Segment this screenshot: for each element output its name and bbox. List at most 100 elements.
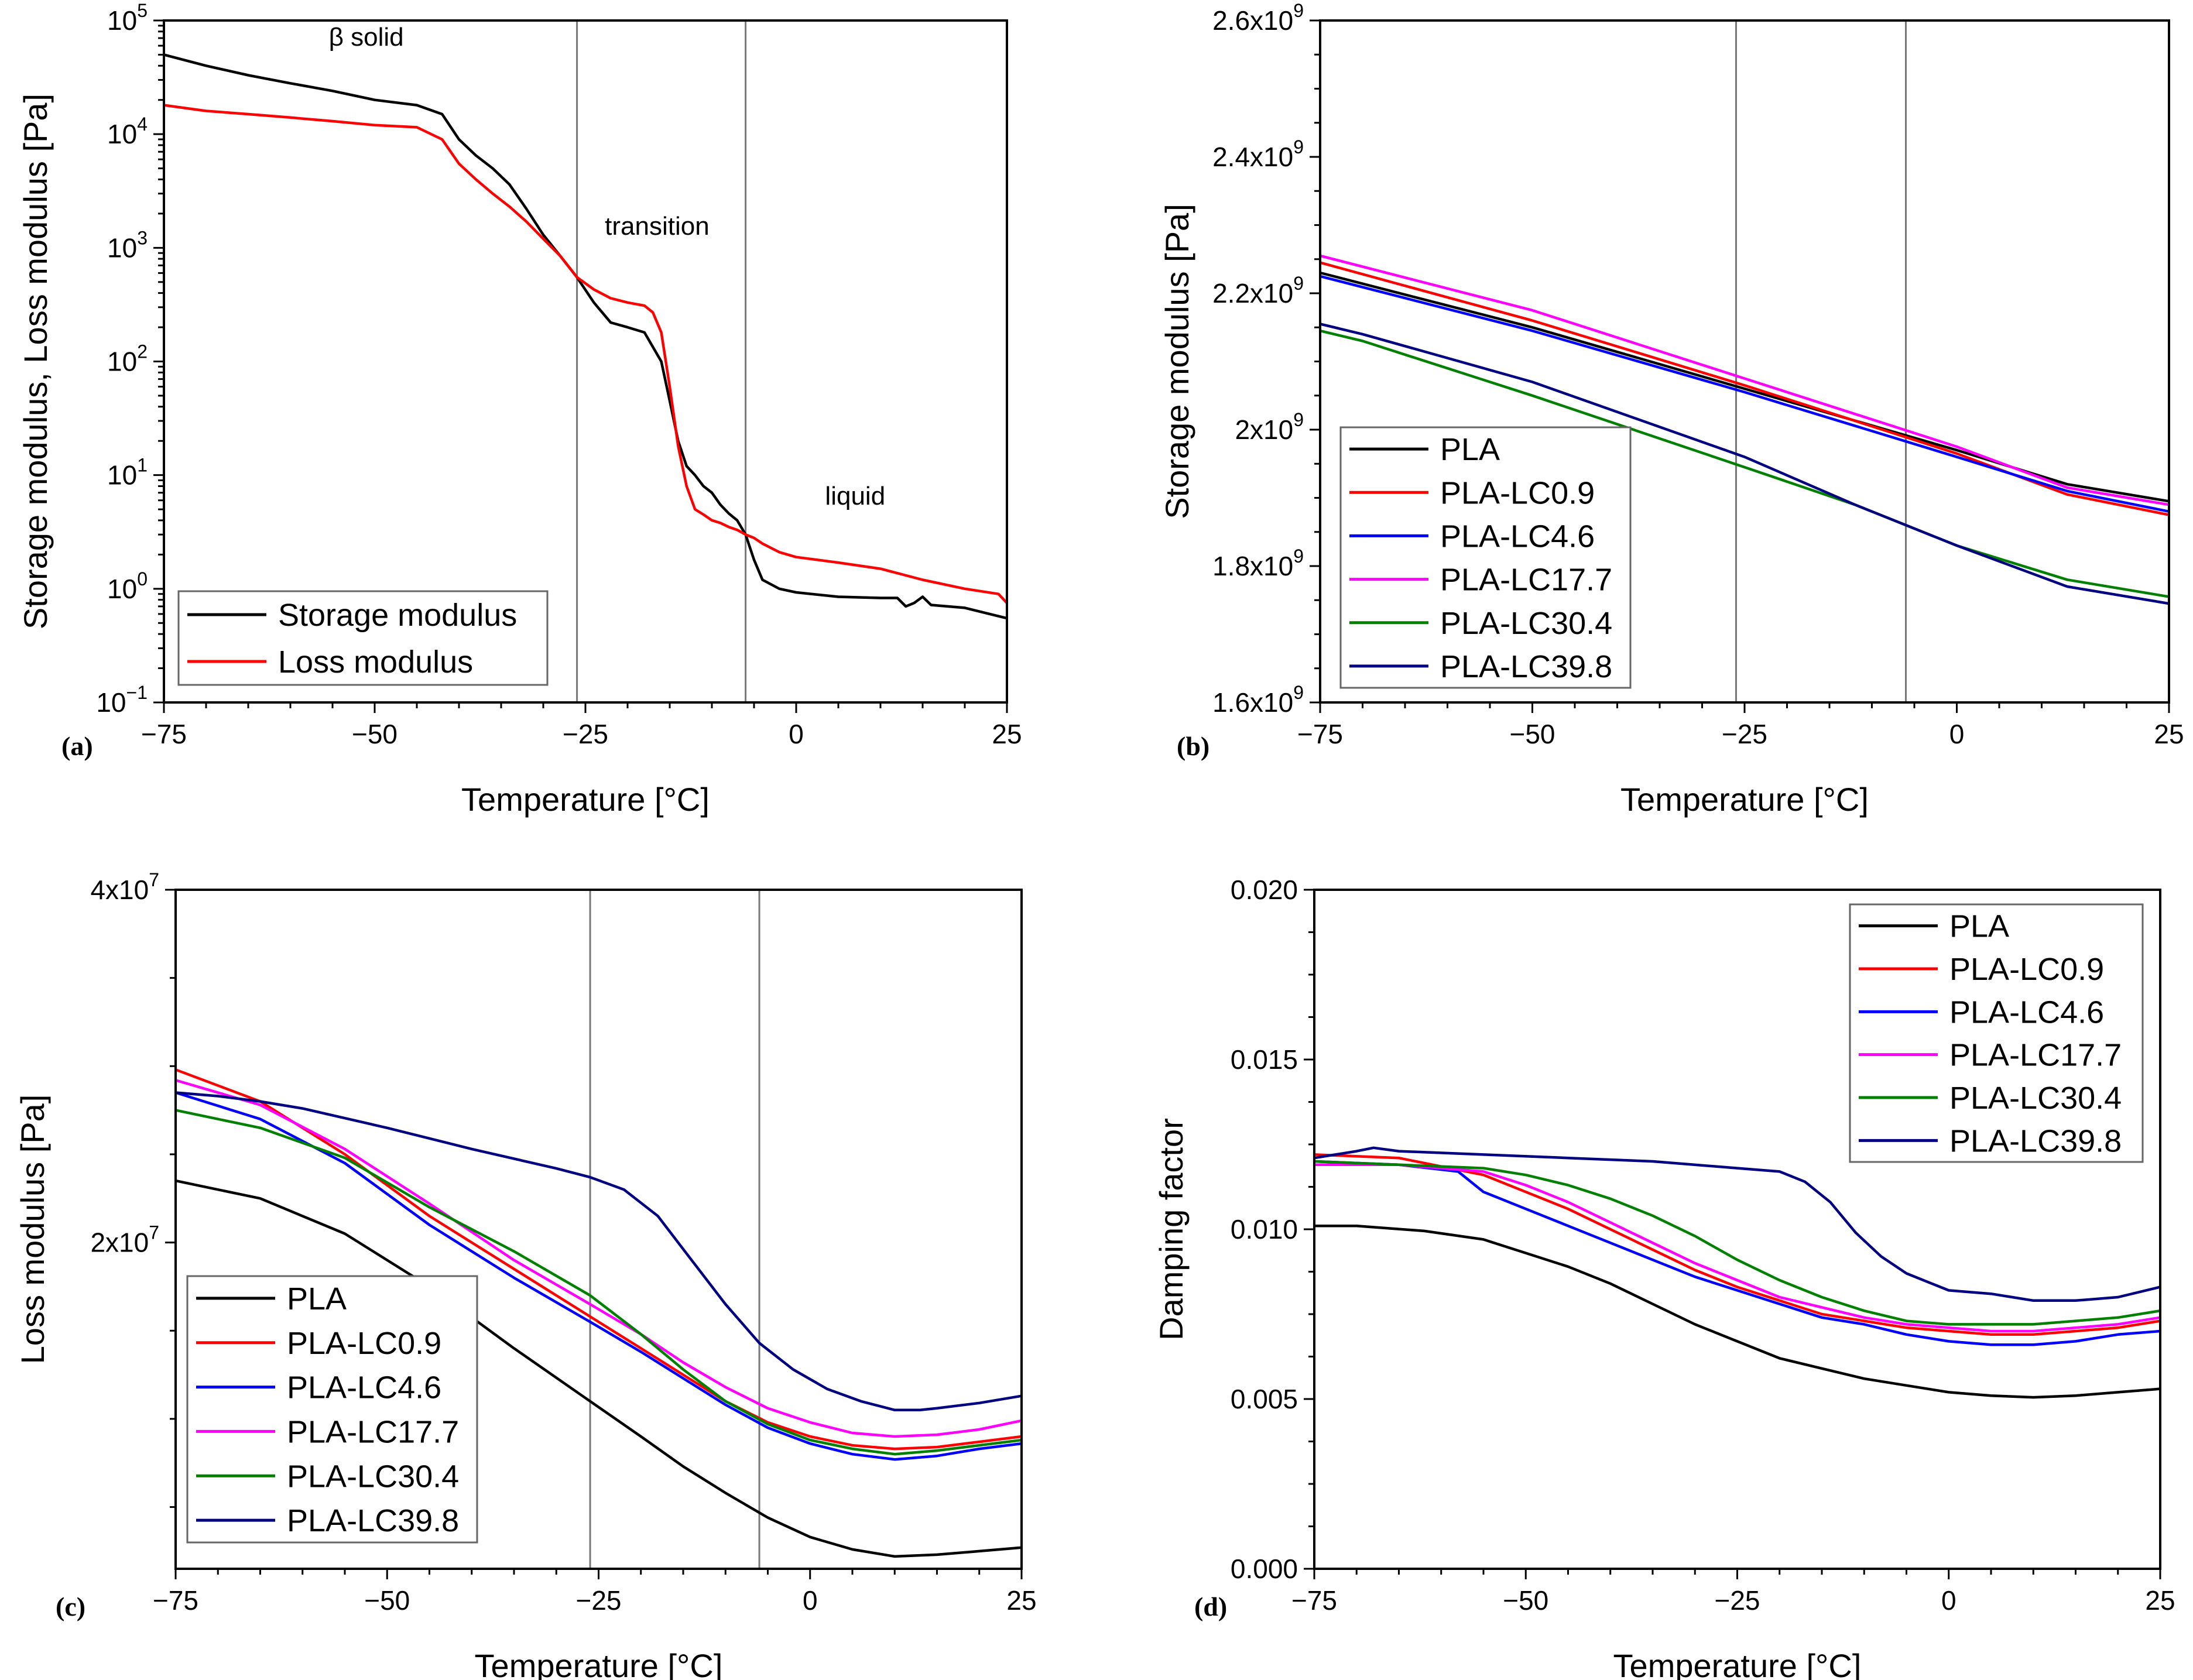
series-line-pla-lc30-4 xyxy=(1320,329,2170,598)
x-tick-label: 0 xyxy=(803,1585,818,1616)
y-axis-label: Loss modulus [Pa] xyxy=(14,1095,51,1364)
x-tick-label: −50 xyxy=(1509,719,1555,749)
x-axis-label: Temperature [°C] xyxy=(1620,781,1869,818)
y-tick-label: 2.4x109 xyxy=(1212,136,1304,172)
x-tick-label: 25 xyxy=(2145,1585,2175,1616)
x-tick-label: −25 xyxy=(1714,1585,1760,1616)
y-axis-label: Storage modulus, Loss modulus [Pa] xyxy=(17,94,54,629)
y-tick-label: 103 xyxy=(107,227,148,263)
y-tick-label: 0.010 xyxy=(1231,1214,1298,1244)
legend-box xyxy=(186,1275,478,1544)
series-line-pla-lc39-8 xyxy=(1320,323,2170,605)
series-line-pla-lc0-9 xyxy=(1320,261,2170,516)
legend-entry: PLA-LC4.6 xyxy=(1949,995,2104,1030)
panel-b-storage-modulus-chart: −75 −50 −25 0 25 1.6x109 1.8x109 2x109 2.2x109 2.… xyxy=(1159,0,2184,818)
legend-entry: PLA-LC30.4 xyxy=(287,1459,459,1494)
x-tick-label: −75 xyxy=(153,1585,198,1616)
panel-d-damping-factor-chart: −75 −50 −25 0 25 0.000 0.005 0.010 0.015 0.020 Tem… xyxy=(1153,875,2175,1680)
y-tick-label: 2.6x109 xyxy=(1212,0,1304,36)
legend-entry: Loss modulus xyxy=(278,644,473,680)
x-tick-label: 0 xyxy=(789,719,804,749)
x-tick-label: 25 xyxy=(992,719,1022,749)
series-line-pla-lc17-7 xyxy=(175,1079,1022,1438)
legend-entry: PLA-LC4.6 xyxy=(1440,519,1595,554)
legend-entry: PLA-LC17.7 xyxy=(1949,1038,2122,1073)
x-tick-label: −25 xyxy=(575,1585,621,1616)
series-line-pla-lc39-8 xyxy=(175,1091,1022,1412)
series-line-pla-lc30-4 xyxy=(175,1109,1022,1456)
panel-label: (a) xyxy=(61,731,93,761)
y-tick-label: 0.020 xyxy=(1231,875,1298,905)
legend-entry: PLA-LC39.8 xyxy=(1440,649,1612,684)
series-line-pla xyxy=(175,1179,1022,1558)
x-tick-label: −25 xyxy=(1722,719,1767,749)
legend-entry: PLA-LC39.8 xyxy=(287,1503,459,1538)
y-tick-label: 0.000 xyxy=(1231,1554,1298,1584)
legend-entry: PLA-LC30.4 xyxy=(1949,1081,2122,1116)
chart-annotation: transition xyxy=(605,212,710,241)
y-tick-label: 104 xyxy=(107,114,148,149)
legend-entry: PLA xyxy=(287,1281,347,1316)
x-tick-label: −75 xyxy=(141,719,187,749)
x-tick-label: 0 xyxy=(1949,719,1965,749)
legend: PLA PLA-LC0.9 PLA-LC4.6 PLA-LC17.7 PLA-LC30.… xyxy=(186,1275,478,1544)
legend-entry: PLA xyxy=(1440,432,1500,467)
legend: Storage modulus Loss modulus xyxy=(177,590,549,686)
panel-label: (c) xyxy=(56,1592,85,1621)
legend-box xyxy=(1339,426,1632,689)
y-tick-label: 100 xyxy=(107,568,148,604)
series-line-pla-lc4-6 xyxy=(1320,275,2170,513)
y-tick-label: 1.8x109 xyxy=(1212,546,1304,581)
legend-entry: Storage modulus xyxy=(278,598,517,633)
chart-annotation: liquid xyxy=(825,482,885,510)
y-tick-label: 2x107 xyxy=(90,1222,159,1258)
legend: PLA PLA-LC0.9 PLA-LC4.6 PLA-LC17.7 PLA-LC30.… xyxy=(1339,426,1632,689)
legend-entry: PLA-LC0.9 xyxy=(287,1326,441,1361)
legend-entry: PLA-LC30.4 xyxy=(1440,606,1612,641)
y-tick-label: 4x107 xyxy=(90,869,159,905)
legend-entry: PLA-LC17.7 xyxy=(1440,563,1612,598)
series-line-pla-lc30-4 xyxy=(1314,1160,2161,1326)
series-line-pla-lc0-9 xyxy=(1314,1153,2161,1336)
y-tick-label: 102 xyxy=(107,341,148,377)
series-line-pla-lc17-7 xyxy=(1314,1163,2161,1333)
legend-entry: PLA-LC0.9 xyxy=(1440,475,1595,510)
series-line-pla-lc0-9 xyxy=(175,1068,1022,1451)
y-tick-label: 10−1 xyxy=(96,682,148,718)
series-line-storage-modulus xyxy=(163,53,1008,620)
legend-entry: PLA xyxy=(1949,909,2009,944)
x-tick-label: 25 xyxy=(2154,719,2184,749)
y-axis-label: Damping factor xyxy=(1153,1118,1190,1340)
series-line-loss-modulus xyxy=(163,104,1008,604)
x-tick-label: 25 xyxy=(1006,1585,1036,1616)
chart-annotation: β solid xyxy=(329,23,404,52)
x-tick-label: −75 xyxy=(1297,719,1343,749)
x-axis-label: Temperature [°C] xyxy=(1613,1647,1862,1680)
x-axis-label: Temperature [°C] xyxy=(461,781,710,818)
panel-label: (b) xyxy=(1177,731,1209,761)
legend-entry: PLA-LC17.7 xyxy=(287,1414,459,1449)
x-tick-label: −75 xyxy=(1291,1585,1337,1616)
legend-box xyxy=(177,590,549,686)
y-tick-label: 2.2x109 xyxy=(1212,273,1304,308)
legend-entry: PLA-LC0.9 xyxy=(1949,952,2104,987)
x-tick-label: −50 xyxy=(352,719,398,749)
y-axis-label: Storage modulus [Pa] xyxy=(1159,204,1195,519)
x-tick-label: −25 xyxy=(563,719,608,749)
series-line-pla-lc4-6 xyxy=(175,1091,1022,1461)
y-tick-label: 105 xyxy=(107,0,148,36)
legend: PLA PLA-LC0.9 PLA-LC4.6 PLA-LC17.7 PLA-LC30.… xyxy=(1849,903,2144,1163)
legend-entry: PLA-LC4.6 xyxy=(287,1370,441,1405)
y-tick-label: 0.015 xyxy=(1231,1044,1298,1075)
panel-a-storage-loss-modulus-chart: −75 −50 −25 0 25 10−1 100 101 102 103 104 105 Temper… xyxy=(17,0,1022,818)
series-line-pla-lc4-6 xyxy=(1314,1160,2161,1346)
x-axis-label: Temperature [°C] xyxy=(475,1647,723,1680)
series-line-pla xyxy=(1314,1224,2161,1399)
y-tick-label: 0.005 xyxy=(1231,1384,1298,1414)
y-tick-label: 101 xyxy=(107,455,148,491)
y-tick-label: 1.6x109 xyxy=(1212,682,1304,718)
y-tick-label: 2x109 xyxy=(1235,409,1304,445)
series-line-pla-lc39-8 xyxy=(1314,1146,2161,1302)
x-tick-label: −50 xyxy=(1503,1585,1548,1616)
